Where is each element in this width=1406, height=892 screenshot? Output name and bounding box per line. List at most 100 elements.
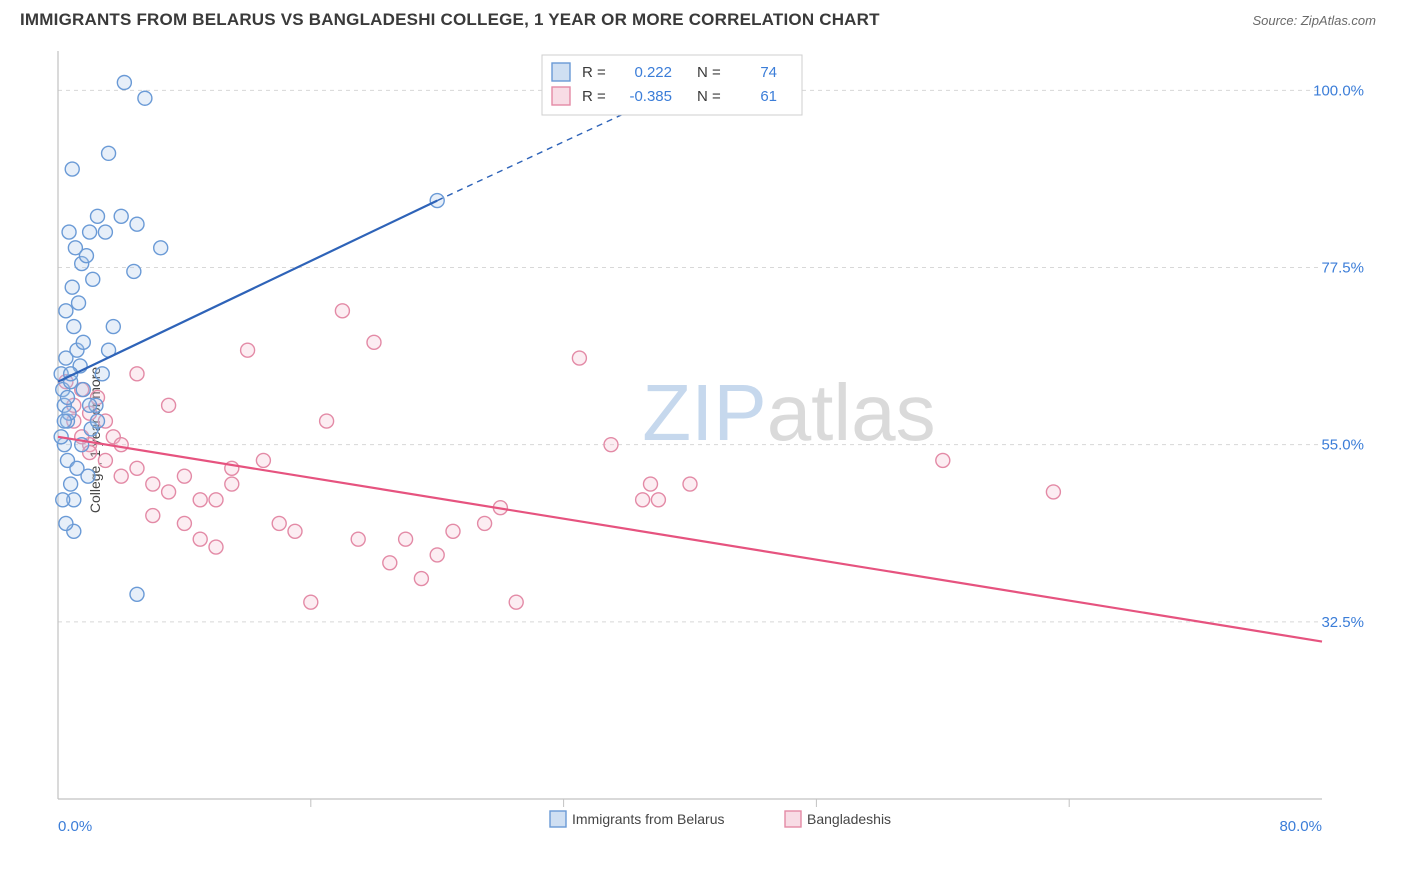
stats-r-val-bangladeshi: -0.385 xyxy=(629,88,672,105)
point-bangladeshi xyxy=(651,493,665,507)
point-bangladeshi xyxy=(335,304,349,318)
point-belarus xyxy=(91,414,105,428)
point-belarus xyxy=(56,493,70,507)
point-bangladeshi xyxy=(209,540,223,554)
point-bangladeshi xyxy=(399,532,413,546)
point-belarus xyxy=(81,469,95,483)
point-bangladeshi xyxy=(256,453,270,467)
point-belarus xyxy=(76,335,90,349)
point-belarus xyxy=(67,320,81,334)
stats-swatch-bangladeshi xyxy=(552,87,570,105)
point-belarus xyxy=(95,367,109,381)
point-belarus xyxy=(91,209,105,223)
legend-label-belarus: Immigrants from Belarus xyxy=(572,811,724,827)
svg-text:ZIPatlas: ZIPatlas xyxy=(642,368,935,457)
point-bangladeshi xyxy=(644,477,658,491)
chart-container: College, 1 year or more ZIPatlas 32.5%55… xyxy=(50,45,1370,835)
point-belarus xyxy=(76,383,90,397)
point-belarus xyxy=(60,390,74,404)
point-belarus xyxy=(57,414,71,428)
point-bangladeshi xyxy=(225,477,239,491)
stats-swatch-belarus xyxy=(552,63,570,81)
point-bangladeshi xyxy=(177,516,191,530)
point-bangladeshi xyxy=(446,524,460,538)
plot-area: ZIPatlas 32.5%55.0%77.5%100.0%0.0%80.0% … xyxy=(52,45,1368,835)
point-bangladeshi xyxy=(209,493,223,507)
point-belarus xyxy=(127,264,141,278)
point-belarus xyxy=(83,398,97,412)
point-bangladeshi xyxy=(193,493,207,507)
point-bangladeshi xyxy=(320,414,334,428)
point-bangladeshi xyxy=(146,477,160,491)
point-bangladeshi xyxy=(241,343,255,357)
stats-r-val-belarus: 0.222 xyxy=(634,64,672,81)
point-bangladeshi xyxy=(272,516,286,530)
point-bangladeshi xyxy=(430,548,444,562)
xtick-label: 80.0% xyxy=(1279,818,1322,835)
point-belarus xyxy=(72,296,86,310)
point-belarus xyxy=(138,91,152,105)
point-belarus xyxy=(130,587,144,601)
header: IMMIGRANTS FROM BELARUS VS BANGLADESHI C… xyxy=(0,0,1406,35)
point-bangladeshi xyxy=(683,477,697,491)
point-bangladeshi xyxy=(414,572,428,586)
point-bangladeshi xyxy=(304,595,318,609)
point-bangladeshi xyxy=(162,398,176,412)
point-belarus xyxy=(130,217,144,231)
stats-n-val-bangladeshi: 61 xyxy=(760,88,777,105)
ytick-label: 32.5% xyxy=(1321,614,1364,631)
point-bangladeshi xyxy=(936,453,950,467)
point-bangladeshi xyxy=(509,595,523,609)
chart-title: IMMIGRANTS FROM BELARUS VS BANGLADESHI C… xyxy=(20,10,880,30)
point-bangladeshi xyxy=(130,461,144,475)
stats-box: R = 0.222 N = 74 R = -0.385 N = 61 xyxy=(542,55,802,115)
point-belarus xyxy=(65,162,79,176)
stats-n-label: N = xyxy=(697,88,721,105)
point-belarus xyxy=(154,241,168,255)
point-bangladeshi xyxy=(383,556,397,570)
trend-bangladeshi xyxy=(58,437,1322,642)
point-bangladeshi xyxy=(193,532,207,546)
point-belarus xyxy=(59,304,73,318)
point-bangladeshi xyxy=(636,493,650,507)
point-bangladeshi xyxy=(604,438,618,452)
point-bangladeshi xyxy=(114,469,128,483)
point-bangladeshi xyxy=(367,335,381,349)
point-bangladeshi xyxy=(130,367,144,381)
source-label: Source: ZipAtlas.com xyxy=(1252,13,1376,28)
legend-label-bangladeshi: Bangladeshis xyxy=(807,811,891,827)
scatter-chart: ZIPatlas 32.5%55.0%77.5%100.0%0.0%80.0% … xyxy=(52,45,1368,835)
ytick-label: 100.0% xyxy=(1313,82,1364,99)
stats-r-label: R = xyxy=(582,88,606,105)
point-belarus xyxy=(79,249,93,263)
point-bangladeshi xyxy=(162,485,176,499)
point-bangladeshi xyxy=(572,351,586,365)
stats-n-label: N = xyxy=(697,64,721,81)
ytick-label: 77.5% xyxy=(1321,260,1364,277)
point-bangladeshi xyxy=(351,532,365,546)
point-belarus xyxy=(117,75,131,89)
xtick-label: 0.0% xyxy=(58,818,92,835)
point-belarus xyxy=(106,320,120,334)
point-belarus xyxy=(62,225,76,239)
stats-n-val-belarus: 74 xyxy=(760,64,777,81)
point-belarus xyxy=(59,516,73,530)
point-belarus xyxy=(102,146,116,160)
point-bangladeshi xyxy=(478,516,492,530)
watermark: ZIPatlas xyxy=(642,368,935,457)
point-bangladeshi xyxy=(1046,485,1060,499)
legend-bottom: Immigrants from Belarus Bangladeshis xyxy=(550,811,891,827)
legend-swatch-bangladeshi xyxy=(785,811,801,827)
point-belarus xyxy=(65,280,79,294)
point-belarus xyxy=(83,225,97,239)
legend-swatch-belarus xyxy=(550,811,566,827)
point-bangladeshi xyxy=(288,524,302,538)
point-bangladeshi xyxy=(114,438,128,452)
stats-r-label: R = xyxy=(582,64,606,81)
point-bangladeshi xyxy=(98,453,112,467)
point-bangladeshi xyxy=(177,469,191,483)
point-belarus xyxy=(98,225,112,239)
point-bangladeshi xyxy=(146,509,160,523)
point-belarus xyxy=(64,477,78,491)
point-belarus xyxy=(86,272,100,286)
